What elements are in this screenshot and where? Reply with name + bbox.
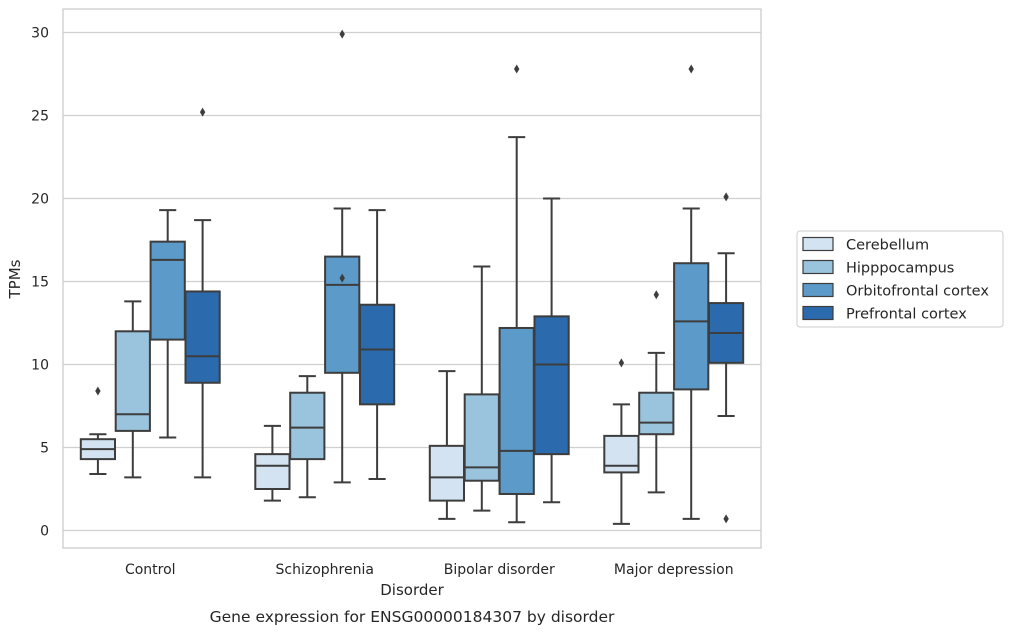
box-groups: [79, 29, 745, 525]
box-iqr: [428, 444, 466, 502]
box-plot: [149, 209, 186, 439]
x-axis-label: Disorder: [380, 581, 444, 599]
box-plot: [673, 64, 710, 520]
box-iqr: [114, 330, 151, 432]
outlier-point: [618, 358, 625, 368]
x-tick-label: Bipolar disorder: [444, 562, 555, 578]
box-plot: [79, 386, 117, 476]
legend-swatch: [802, 236, 834, 252]
box-iqr: [498, 326, 535, 495]
legend-frame: [796, 230, 1004, 328]
box-iqr: [603, 434, 640, 474]
box-iqr: [254, 453, 291, 491]
outlier-point: [339, 273, 345, 283]
box-plot: [114, 300, 151, 479]
box-plot: [638, 290, 675, 494]
box-plot: [358, 209, 396, 481]
box-iqr: [289, 391, 326, 461]
y-tick-label: 10: [31, 358, 49, 374]
outlier-point: [688, 64, 694, 74]
chart-caption: Gene expression for ENSG00000184307 by d…: [210, 608, 615, 626]
legend-label: Orbitofrontal cortex: [846, 284, 989, 300]
box-iqr: [149, 240, 186, 341]
y-tick-label: 25: [31, 109, 49, 125]
outlier-point: [723, 514, 729, 524]
y-tick-label: 0: [40, 524, 49, 540]
box-plot: [254, 424, 291, 502]
y-tick-label: 5: [40, 441, 49, 457]
outlier-point: [199, 107, 206, 117]
y-tick-label: 30: [31, 26, 49, 42]
y-tick-label: 15: [31, 275, 49, 291]
legend-label: Hipppocampus: [846, 261, 954, 277]
box-plot: [707, 192, 745, 524]
y-tick-label: 20: [31, 192, 49, 208]
box-iqr: [463, 393, 500, 482]
box-plot: [533, 197, 570, 504]
legend-swatch: [802, 282, 834, 298]
box-iqr: [184, 290, 221, 384]
box-plot: [324, 29, 361, 484]
box-iqr: [673, 262, 710, 391]
legend-label: Prefrontal cortex: [846, 307, 967, 323]
box-plot: [289, 375, 326, 499]
box-plot: [463, 265, 500, 512]
box-iqr: [358, 303, 396, 406]
x-tick-label: Major depression: [614, 562, 734, 578]
legend: Cerebellum Hipppocampus Orbitofrontal cort…: [796, 230, 1004, 328]
legend-label: Cerebellum: [846, 238, 929, 254]
outlier-point: [514, 64, 520, 74]
x-tick-label: Schizophrenia: [276, 562, 374, 578]
box-iqr: [533, 315, 570, 456]
y-axis-label: TPMs: [6, 259, 24, 299]
box-plot: [184, 107, 221, 479]
legend-swatch: [802, 259, 834, 275]
outlier-point: [723, 192, 729, 202]
y-tick-labels: 0 5 10 15 20 25 30: [31, 26, 49, 540]
box-iqr: [638, 391, 675, 436]
box-plot: [603, 358, 640, 525]
outlier-point: [653, 290, 659, 300]
outlier-point: [339, 29, 345, 39]
outlier-point: [95, 386, 101, 396]
x-tick-labels: Control Schizophrenia Bipolar disorder Majo…: [125, 562, 734, 578]
box-plot: [498, 64, 535, 524]
x-tick-label: Control: [125, 562, 176, 578]
legend-swatch: [802, 305, 834, 321]
plot-frame: [62, 8, 762, 549]
box-plot: [428, 370, 466, 520]
